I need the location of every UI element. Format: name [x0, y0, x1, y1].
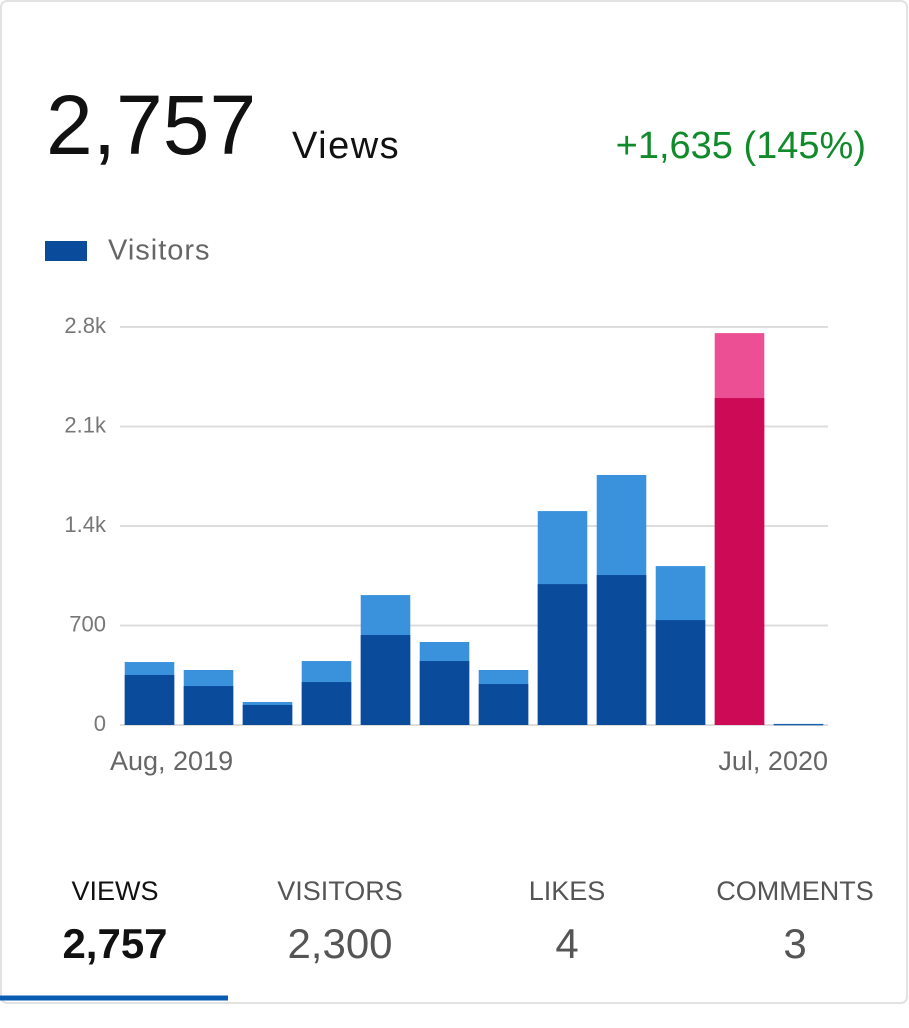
tab-value[interactable]: 4 — [555, 920, 578, 967]
bar — [183, 686, 234, 725]
tab-value[interactable]: 2,300 — [287, 920, 392, 967]
x-tick-label: Jul, 2020 — [718, 746, 828, 776]
views-label: Views — [292, 125, 400, 167]
tab-label[interactable]: VISITORS — [277, 876, 403, 906]
y-tick-label: 2.8k — [64, 313, 107, 338]
bar — [537, 584, 588, 725]
tab-value[interactable]: 3 — [783, 920, 806, 967]
legend-label: Visitors — [108, 235, 211, 267]
bar — [419, 661, 470, 725]
tab-value[interactable]: 2,757 — [62, 920, 167, 967]
x-tick-label: Aug, 2019 — [110, 746, 233, 776]
views-total: 2,757 — [46, 78, 256, 172]
bar — [301, 682, 352, 725]
views-change: +1,635 (145%) — [616, 125, 866, 167]
bar — [478, 684, 529, 725]
bar — [655, 620, 706, 725]
y-tick-label: 1.4k — [64, 512, 107, 537]
bar — [360, 635, 411, 725]
legend-swatch — [45, 241, 87, 261]
bar — [773, 724, 824, 726]
tab-label[interactable]: COMMENTS — [716, 876, 874, 906]
bar — [124, 674, 175, 725]
tab-label[interactable]: VIEWS — [71, 876, 158, 906]
bar — [596, 575, 647, 725]
y-tick-label: 700 — [69, 611, 106, 636]
y-tick-label: 0 — [94, 711, 106, 736]
card-border — [0, 0, 908, 1004]
bar — [242, 704, 293, 725]
y-tick-label: 2.1k — [64, 412, 107, 437]
bar — [714, 398, 765, 725]
tab-label[interactable]: LIKES — [529, 876, 606, 906]
